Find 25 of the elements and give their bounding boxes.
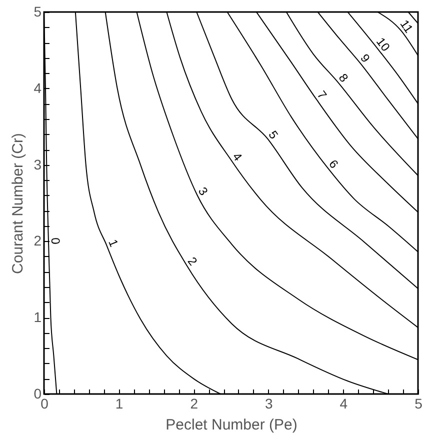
y-tick-label: 2 <box>34 232 42 249</box>
y-tick-label: 3 <box>34 156 42 172</box>
text: 6 <box>326 156 342 172</box>
y-axis-title: Courant Number (Cr) <box>10 133 27 274</box>
y-tick-label: 0 <box>34 386 42 402</box>
text: 3 <box>195 184 211 198</box>
text: 7 <box>314 88 330 102</box>
text: 10 <box>374 34 393 54</box>
text: 4 <box>230 150 246 164</box>
y-tick-label: 5 <box>34 4 42 20</box>
text: 5 <box>266 128 282 142</box>
text: 2 <box>184 254 200 269</box>
y-tick-label: 1 <box>34 309 42 326</box>
x-tick-label: 2 <box>190 396 198 412</box>
y-tick-label: 4 <box>34 80 42 96</box>
text: 1 <box>106 237 122 250</box>
x-axis-title: Peclet Number (Pe) <box>166 416 298 434</box>
x-tick-label: 4 <box>340 396 348 412</box>
x-tick-label: 5 <box>414 396 422 412</box>
x-tick-label: 1 <box>115 396 124 412</box>
text: 11 <box>397 17 416 36</box>
text: 8 <box>336 70 352 86</box>
text: 9 <box>358 51 374 66</box>
x-tick-label: 3 <box>265 396 273 412</box>
text: 0 <box>48 237 63 245</box>
